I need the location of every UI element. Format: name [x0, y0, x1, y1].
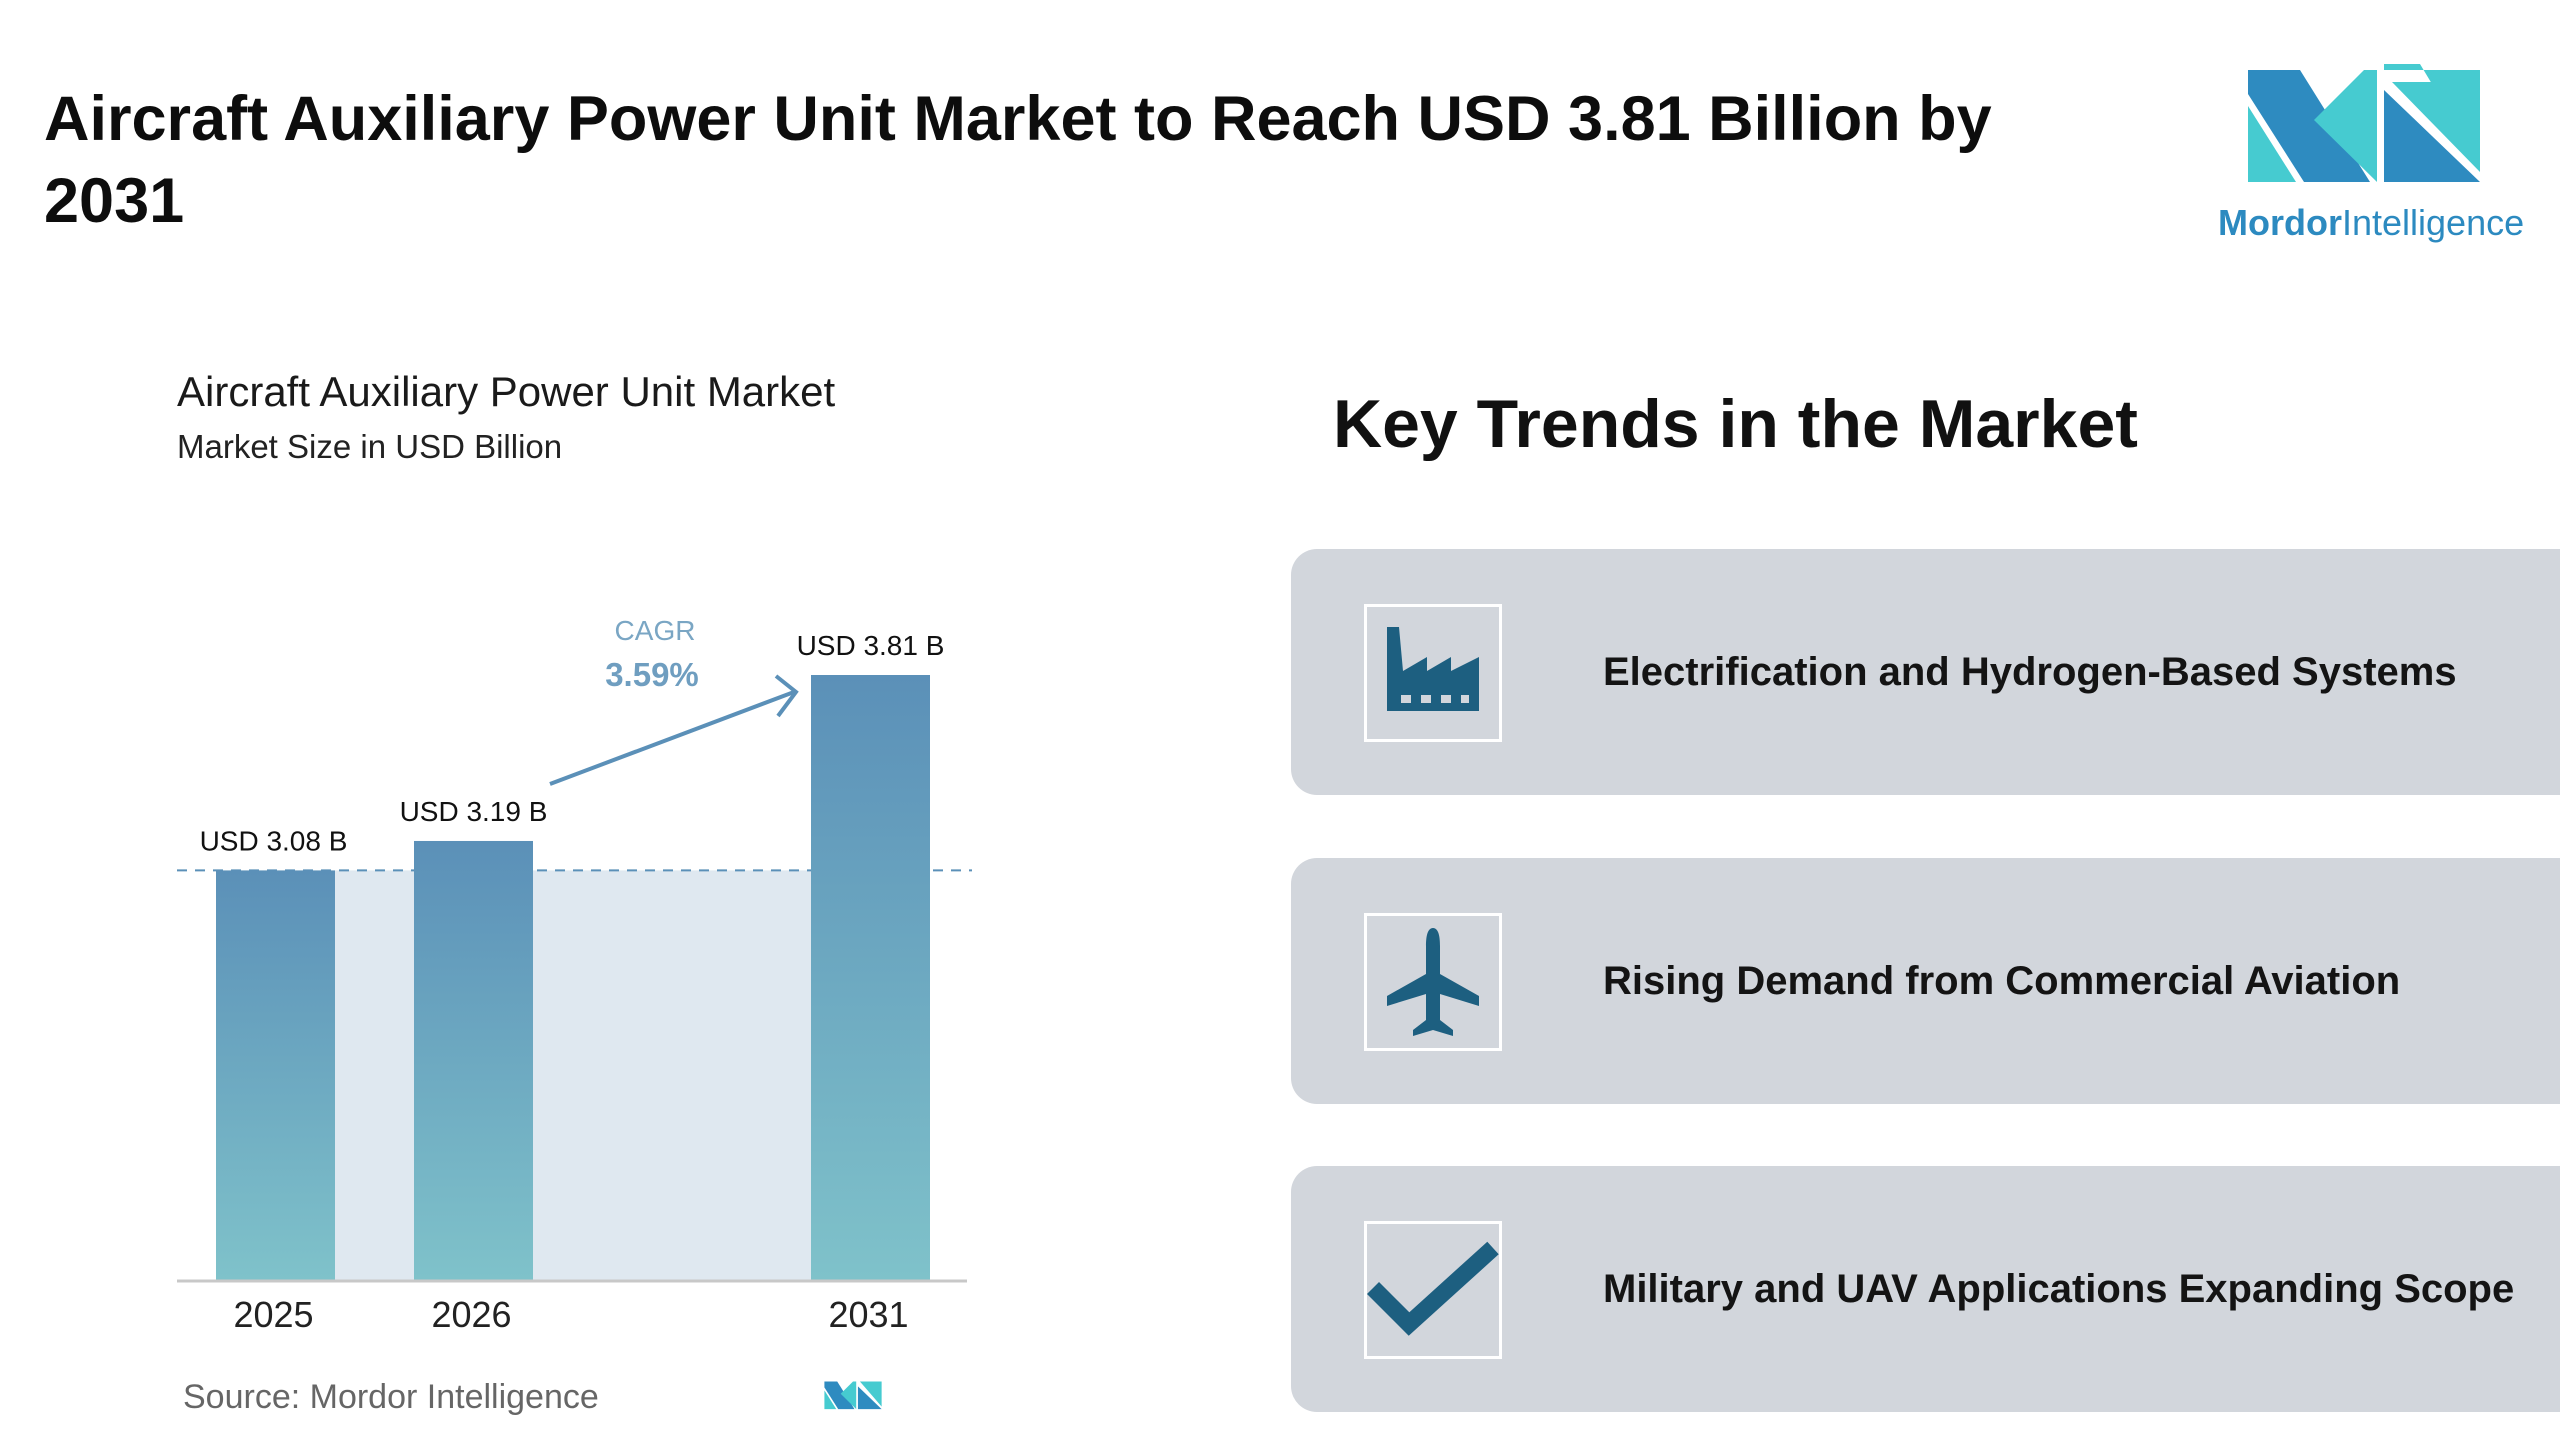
cagr-label: CAGR [615, 615, 696, 646]
bar-2025 [216, 870, 335, 1280]
data-label: USD 3.08 B [200, 825, 348, 856]
airplane-icon [1364, 913, 1502, 1051]
data-label: USD 3.81 B [797, 630, 945, 661]
cagr-arrowhead [774, 674, 799, 718]
bar-2026 [414, 840, 533, 1280]
trend-card-military-uav: Military and UAV Applications Expanding … [1291, 1166, 2560, 1412]
checkmark-icon [1364, 1221, 1502, 1359]
trend-card-commercial-aviation: Rising Demand from Commercial Aviation [1291, 858, 2560, 1104]
trend-card-electrification: Electrification and Hydrogen-Based Syste… [1291, 549, 2560, 795]
key-trends-title: Key Trends in the Market [1333, 386, 2138, 462]
cagr-value: 3.59% [605, 656, 699, 693]
x-tick-label: 2025 [233, 1294, 313, 1335]
x-tick-label: 2031 [828, 1294, 908, 1335]
trend-label: Electrification and Hydrogen-Based Syste… [1603, 650, 2457, 694]
factory-icon [1364, 604, 1502, 742]
page-title: Aircraft Auxiliary Power Unit Market to … [44, 84, 1992, 236]
trend-label: Military and UAV Applications Expanding … [1603, 1267, 2515, 1311]
bar-2031 [811, 675, 930, 1280]
chart-subtitle: Market Size in USD Billion [177, 428, 563, 465]
bar-chart: USD 3.08 B 2025 USD 3.19 B 2026 USD 3.81 B 20… [177, 615, 972, 1335]
x-tick-label: 2026 [431, 1294, 511, 1335]
mordor-logo-icon [2248, 64, 2480, 182]
source-text: Source: Mordor Intelligence [183, 1378, 599, 1416]
small-logo-icon [824, 1381, 882, 1410]
trend-label: Rising Demand from Commercial Aviation [1603, 959, 2401, 1003]
logo-text: MordorIntelligence [2218, 202, 2525, 243]
chart-title: Aircraft Auxiliary Power Unit Market [177, 368, 836, 415]
cagr-arrow [549, 690, 795, 786]
data-label: USD 3.19 B [400, 796, 548, 827]
